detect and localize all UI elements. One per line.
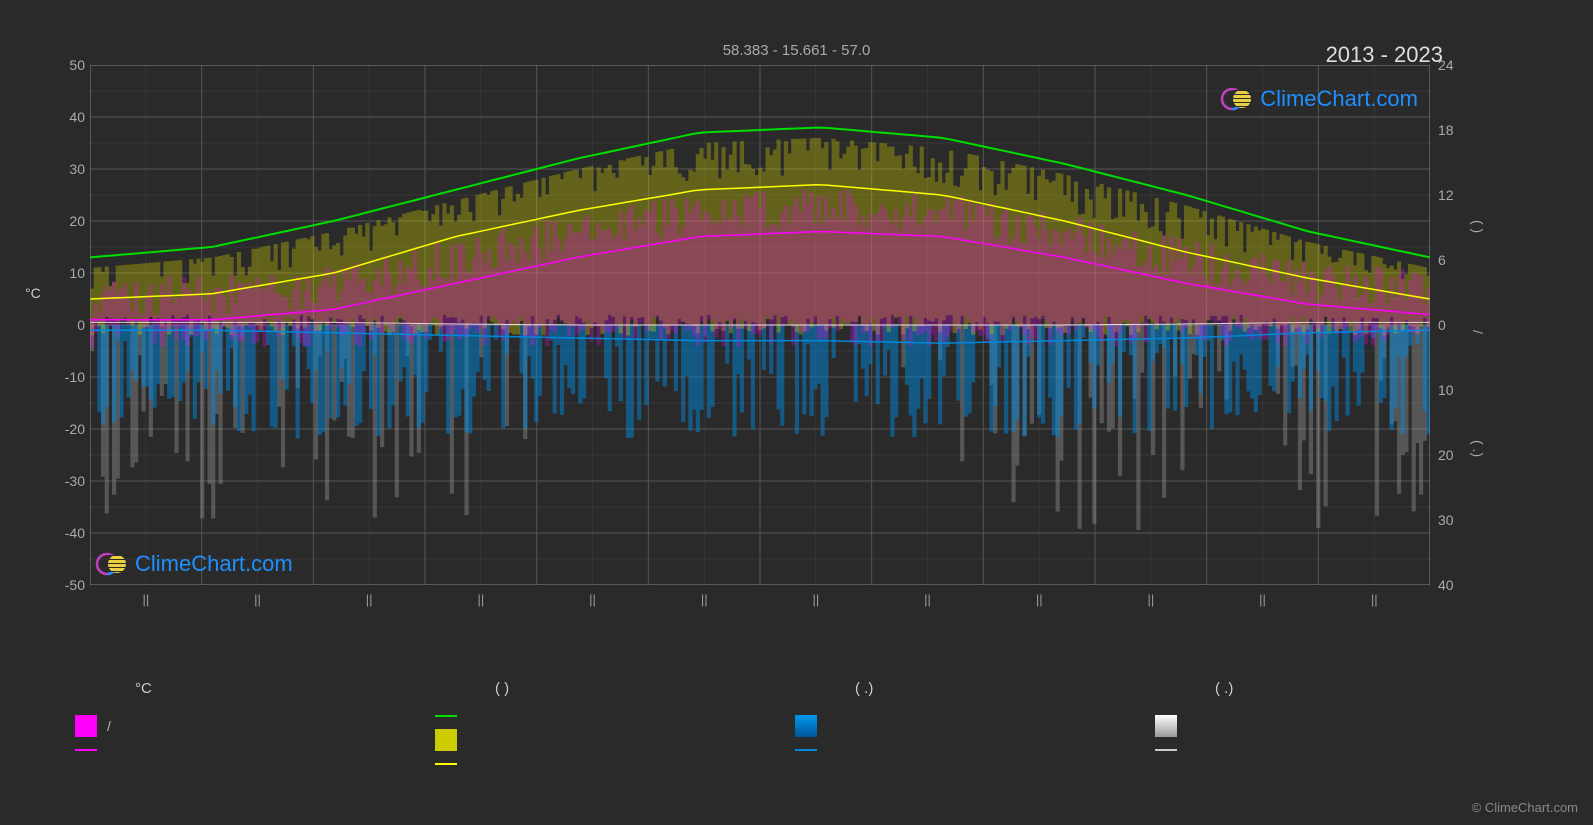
right-tick: 0 [1438,317,1446,333]
legend-label: / [107,718,111,734]
chart-container: 58.383 - 15.661 - 57.0 2013 - 2023 °C 50… [0,0,1593,825]
legend-item [435,729,795,751]
legend-swatch [75,749,97,751]
legend-swatch [1155,749,1177,751]
left-tick: -30 [50,473,85,489]
legend-item [1155,715,1515,737]
legend-swatch [75,715,97,737]
month-label: || [313,592,425,607]
right-tick: 18 [1438,122,1454,138]
legend-swatch [1155,715,1177,737]
right-tick: 6 [1438,252,1446,268]
chart-plot-area [90,65,1430,585]
legend-item [435,763,795,765]
month-label: || [90,592,202,607]
legend-item [795,749,1155,751]
right-tick: 10 [1438,382,1454,398]
legend-item [1155,749,1515,751]
right-axis-label: / [1470,330,1486,334]
left-axis-label: °C [25,285,41,301]
brand-logo-bottom: ClimeChart.com [95,550,293,578]
legend-column [795,715,1155,765]
legend-item [435,715,795,717]
month-label: || [648,592,760,607]
right-tick: 30 [1438,512,1454,528]
legend-column: / [75,715,435,765]
legend-item: / [75,715,435,737]
logo-icon [1220,85,1254,113]
logo-icon [95,550,129,578]
left-tick: 10 [50,265,85,281]
legend-swatch [435,763,457,765]
brand-name: ClimeChart.com [1260,86,1418,112]
left-tick: 50 [50,57,85,73]
legend-headers: °C( )( .)( .) [75,680,1515,697]
legend-swatch [795,715,817,737]
right-tick: 12 [1438,187,1454,203]
legend-header: ( .) [795,680,1155,697]
month-labels: |||||||||||||||||||||||| [90,592,1430,607]
right-tick: 24 [1438,57,1454,73]
left-tick: 0 [50,317,85,333]
legend-swatch [795,749,817,751]
month-label: || [1207,592,1319,607]
month-label: || [760,592,872,607]
left-tick: -10 [50,369,85,385]
legend-item [795,715,1155,737]
chart-svg [90,65,1430,585]
left-tick: 40 [50,109,85,125]
legend-header: °C [75,680,435,697]
legend-column [1155,715,1515,765]
copyright: © ClimeChart.com [1472,800,1578,815]
legend-header: ( .) [1155,680,1515,697]
month-label: || [425,592,537,607]
left-tick: 30 [50,161,85,177]
brand-name: ClimeChart.com [135,551,293,577]
brand-logo-top: ClimeChart.com [1220,85,1418,113]
month-label: || [872,592,984,607]
legend-items: / [75,715,1515,765]
left-tick: -40 [50,525,85,541]
legend-column [435,715,795,765]
left-tick: -50 [50,577,85,593]
right-tick: 20 [1438,447,1454,463]
month-label: || [1095,592,1207,607]
right-axis-label: ( ) [1470,220,1486,233]
right-tick: 40 [1438,577,1454,593]
left-tick: 20 [50,213,85,229]
month-label: || [1318,592,1430,607]
legend-swatch [435,729,457,751]
legend-swatch [435,715,457,717]
left-tick: -20 [50,421,85,437]
legend-header: ( ) [435,680,795,697]
month-label: || [537,592,649,607]
month-label: || [202,592,314,607]
legend: °C( )( .)( .) / [75,680,1515,765]
month-label: || [983,592,1095,607]
right-axis-label: ( .) [1470,440,1486,457]
legend-item [75,749,435,751]
